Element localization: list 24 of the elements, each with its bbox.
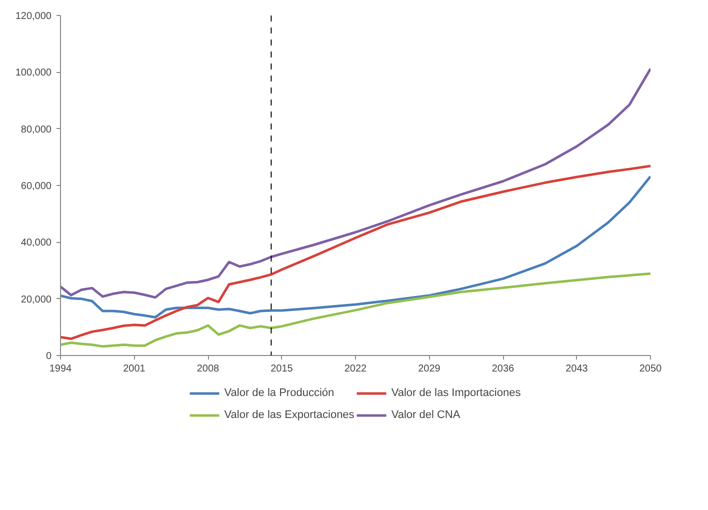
x-tick-label: 2050 (639, 364, 662, 374)
x-tick-label: 2001 (123, 364, 146, 374)
line-series (60, 272, 650, 348)
x-tick-label: 2022 (344, 364, 368, 374)
y-tick-label: 0 (46, 351, 52, 362)
line-series (60, 68, 650, 299)
x-tick-label: 2008 (196, 364, 220, 374)
y-tick-label: 80,000 (20, 124, 52, 136)
x-tick-label: 2036 (492, 364, 515, 374)
line-series (60, 164, 650, 340)
y-tick-label: 100,000 (15, 68, 52, 79)
x-tick-label: 2043 (566, 364, 588, 374)
legend-label: Valor de las Exportaciones (224, 409, 354, 421)
line-series (60, 175, 650, 318)
legend-label: Valor de la Producción (224, 387, 334, 399)
y-tick-label: 20,000 (20, 294, 52, 306)
x-tick-label: 2029 (418, 364, 441, 374)
y-tick-label: 60,000 (20, 181, 52, 192)
y-tick-label: 120,000 (15, 11, 52, 22)
legend-label: Valor de las Importaciones (391, 387, 521, 399)
legend-label: Valor del CNA (391, 409, 460, 421)
y-tick-label: 40,000 (20, 238, 52, 249)
x-tick-label: 2015 (270, 364, 294, 374)
x-tick-label: 1994 (49, 364, 72, 374)
